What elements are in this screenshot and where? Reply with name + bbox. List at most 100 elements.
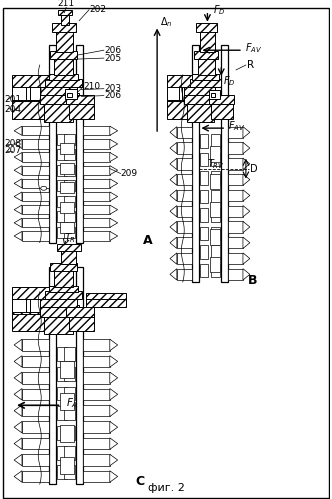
Bar [56,180,67,191]
Polygon shape [243,142,250,154]
Bar [209,90,220,98]
Bar [83,232,110,241]
Bar [56,406,67,420]
Bar [22,422,48,433]
Polygon shape [14,166,22,175]
Bar [200,153,208,166]
Bar [48,45,55,243]
Bar [86,299,125,307]
Text: B: B [248,273,258,286]
Polygon shape [110,232,118,241]
Bar [61,250,76,264]
Polygon shape [110,471,118,482]
Polygon shape [110,179,118,188]
Bar [69,313,94,331]
Bar [64,387,75,400]
Bar [22,389,48,400]
Bar [200,208,208,222]
Text: $\Delta_n$: $\Delta_n$ [160,14,173,28]
Bar [200,246,208,258]
Text: 206: 206 [105,46,122,55]
Bar [177,237,192,249]
Bar [83,422,110,433]
Polygon shape [14,218,22,228]
Bar [22,192,48,201]
Bar [22,139,48,149]
Polygon shape [243,237,250,249]
Bar [60,202,74,213]
Bar [187,100,214,122]
Bar [49,263,77,271]
Polygon shape [110,339,118,351]
Polygon shape [14,372,22,384]
Bar [60,457,74,475]
Bar [66,307,94,316]
Polygon shape [14,438,22,450]
Text: 208: 208 [4,139,21,148]
Bar [167,75,202,87]
Polygon shape [110,126,118,135]
Text: 207: 207 [4,146,21,155]
Bar [182,80,194,104]
Bar [56,149,67,160]
Bar [12,287,51,299]
Bar [76,267,83,484]
Bar [192,74,219,80]
Bar [12,101,44,119]
Bar [228,237,243,249]
Bar [64,180,75,191]
Polygon shape [170,237,177,249]
Bar [177,142,192,154]
Bar [22,438,48,450]
Polygon shape [110,438,118,450]
Bar [64,466,75,479]
Bar [22,232,48,241]
Bar [177,174,192,185]
Bar [22,126,48,135]
Polygon shape [170,142,177,154]
Bar [22,454,48,466]
Bar [228,158,243,170]
Bar [12,313,44,331]
Polygon shape [14,389,22,400]
Text: $F_A$: $F_A$ [66,396,79,410]
Bar [221,45,228,282]
Polygon shape [170,253,177,264]
Bar [30,292,44,316]
Bar [22,372,48,384]
Text: 203: 203 [105,84,122,93]
Bar [48,286,78,292]
Bar [53,269,73,287]
Bar [64,149,75,160]
Bar [200,134,208,148]
Bar [64,165,75,176]
Polygon shape [14,232,22,241]
Polygon shape [14,454,22,466]
Text: $T_R$: $T_R$ [64,231,76,245]
Text: 211: 211 [58,0,75,8]
Polygon shape [110,405,118,417]
Bar [56,466,67,479]
Bar [228,206,243,217]
Bar [196,22,217,32]
Polygon shape [14,153,22,162]
Bar [66,95,94,104]
Bar [60,393,74,410]
Bar [56,446,67,460]
Text: C: C [136,475,145,488]
Bar [211,93,215,97]
Text: $F_{AV}$: $F_{AV}$ [228,119,245,133]
Polygon shape [14,205,22,214]
Bar [56,347,67,361]
Polygon shape [243,127,250,138]
Polygon shape [110,454,118,466]
Bar [83,153,110,162]
Bar [83,372,110,384]
Bar [48,74,78,80]
Polygon shape [110,139,118,149]
Bar [56,165,67,176]
Text: 209: 209 [121,169,138,178]
Bar [22,471,48,482]
Polygon shape [14,405,22,417]
Bar [40,299,77,307]
